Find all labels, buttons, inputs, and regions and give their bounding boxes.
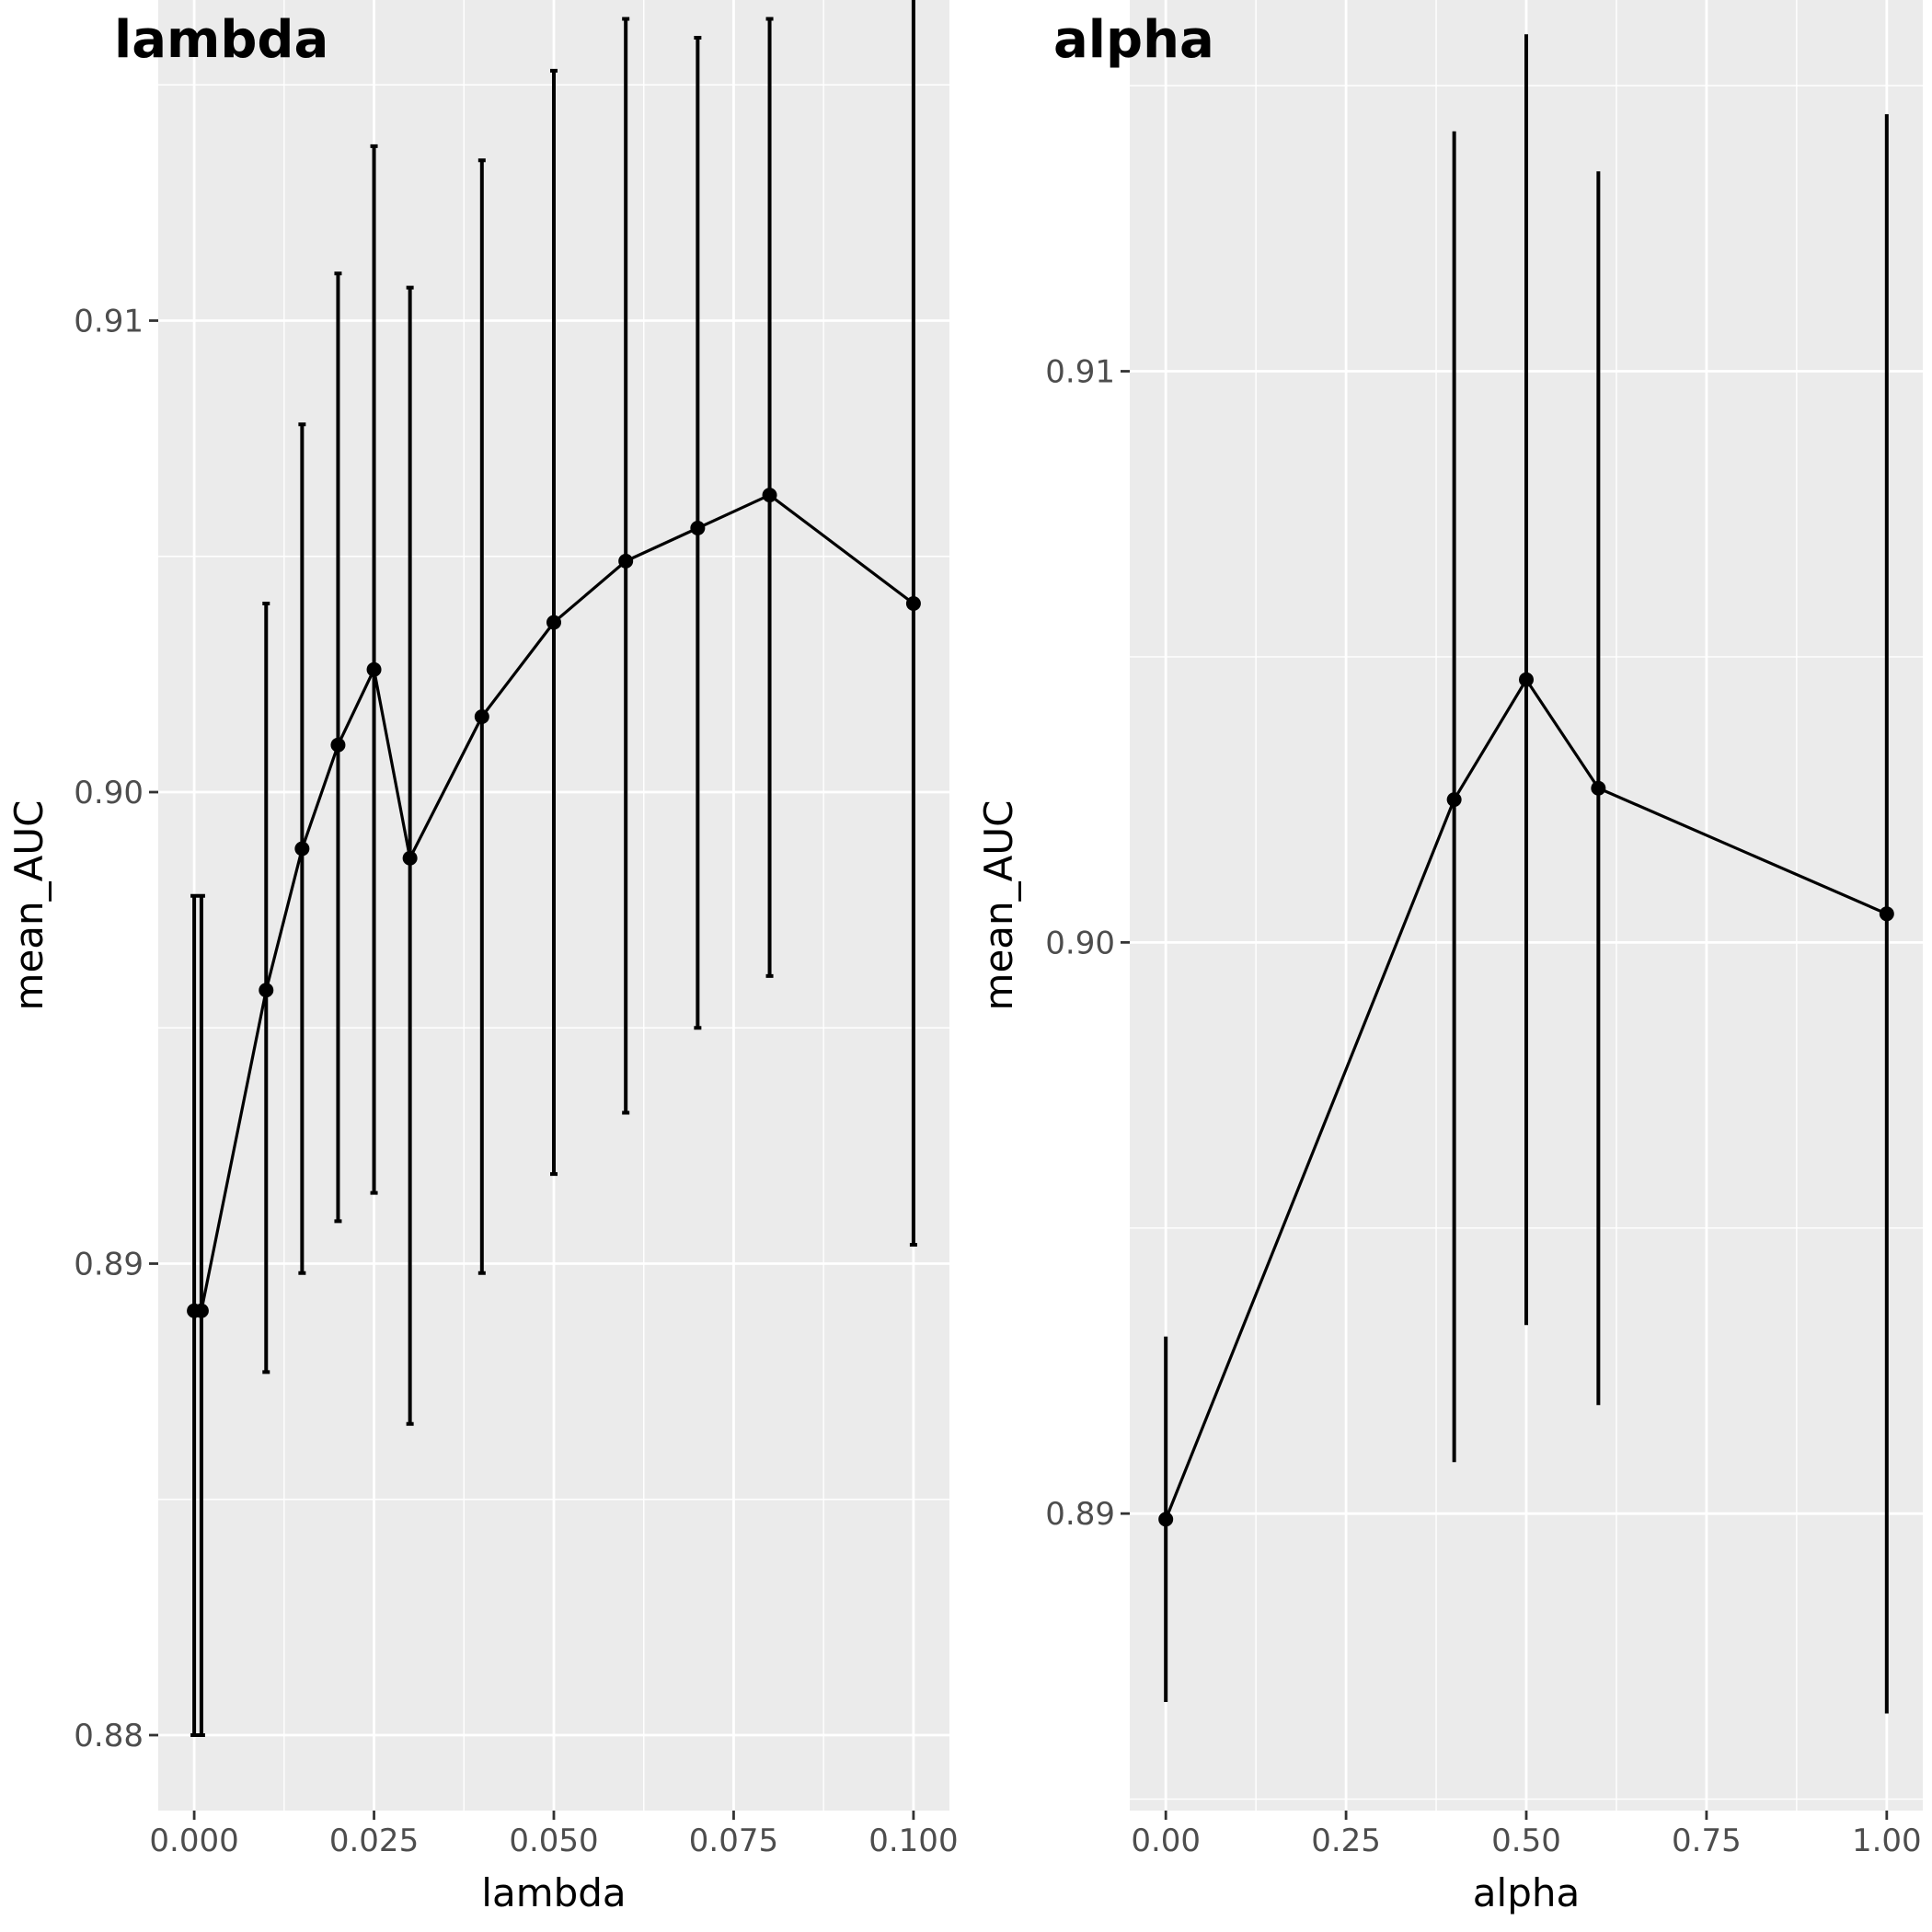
x-tick-label: 0.50 bbox=[1491, 1823, 1561, 1859]
data-point bbox=[905, 596, 921, 611]
data-point bbox=[366, 661, 382, 677]
y-tick-label: 0.88 bbox=[74, 1718, 144, 1754]
x-tick-label: 0.075 bbox=[689, 1823, 778, 1859]
panel-title: lambda bbox=[114, 10, 328, 70]
x-tick-label: 1.00 bbox=[1852, 1823, 1922, 1859]
data-point bbox=[259, 983, 274, 998]
data-point bbox=[1158, 1512, 1174, 1527]
data-point bbox=[402, 850, 418, 866]
x-tick-label: 0.25 bbox=[1311, 1823, 1381, 1859]
data-point bbox=[1446, 792, 1462, 808]
data-point bbox=[193, 1303, 209, 1318]
x-axis-title: alpha bbox=[1473, 1870, 1580, 1915]
y-tick-label: 0.89 bbox=[74, 1247, 144, 1283]
y-tick-label: 0.89 bbox=[1045, 1496, 1115, 1533]
data-point bbox=[1519, 672, 1534, 687]
data-point bbox=[618, 553, 634, 569]
data-point bbox=[294, 841, 310, 857]
data-point bbox=[474, 709, 489, 724]
y-axis-title: mean_AUC bbox=[6, 800, 52, 1011]
x-tick-label: 0.000 bbox=[149, 1823, 238, 1859]
data-point bbox=[690, 521, 706, 535]
x-tick-label: 0.050 bbox=[509, 1823, 598, 1859]
data-point bbox=[546, 615, 561, 630]
data-point bbox=[1591, 780, 1606, 796]
y-tick-label: 0.90 bbox=[74, 775, 144, 811]
x-tick-label: 0.00 bbox=[1131, 1823, 1201, 1859]
y-tick-label: 0.91 bbox=[74, 304, 144, 340]
x-axis-title: lambda bbox=[481, 1870, 626, 1915]
y-tick-label: 0.91 bbox=[1045, 354, 1115, 391]
panel-title: alpha bbox=[1053, 10, 1214, 70]
panel-lambda: 0.000 0.025 0.050 0.075 0.100 0.88 0.89 0.90 0.9… bbox=[6, 0, 959, 1915]
y-tick-label: 0.90 bbox=[1045, 925, 1115, 961]
x-tick-label: 0.025 bbox=[329, 1823, 419, 1859]
data-point bbox=[1879, 906, 1894, 922]
x-tick-label: 0.75 bbox=[1672, 1823, 1742, 1859]
data-point bbox=[762, 488, 777, 503]
panel-alpha: 0.00 0.25 0.50 0.75 1.00 0.89 0.90 0.91 alpha alp… bbox=[976, 0, 1923, 1915]
y-axis-title: mean_AUC bbox=[976, 800, 1021, 1011]
x-tick-label: 0.100 bbox=[868, 1823, 958, 1859]
data-point bbox=[330, 737, 346, 753]
